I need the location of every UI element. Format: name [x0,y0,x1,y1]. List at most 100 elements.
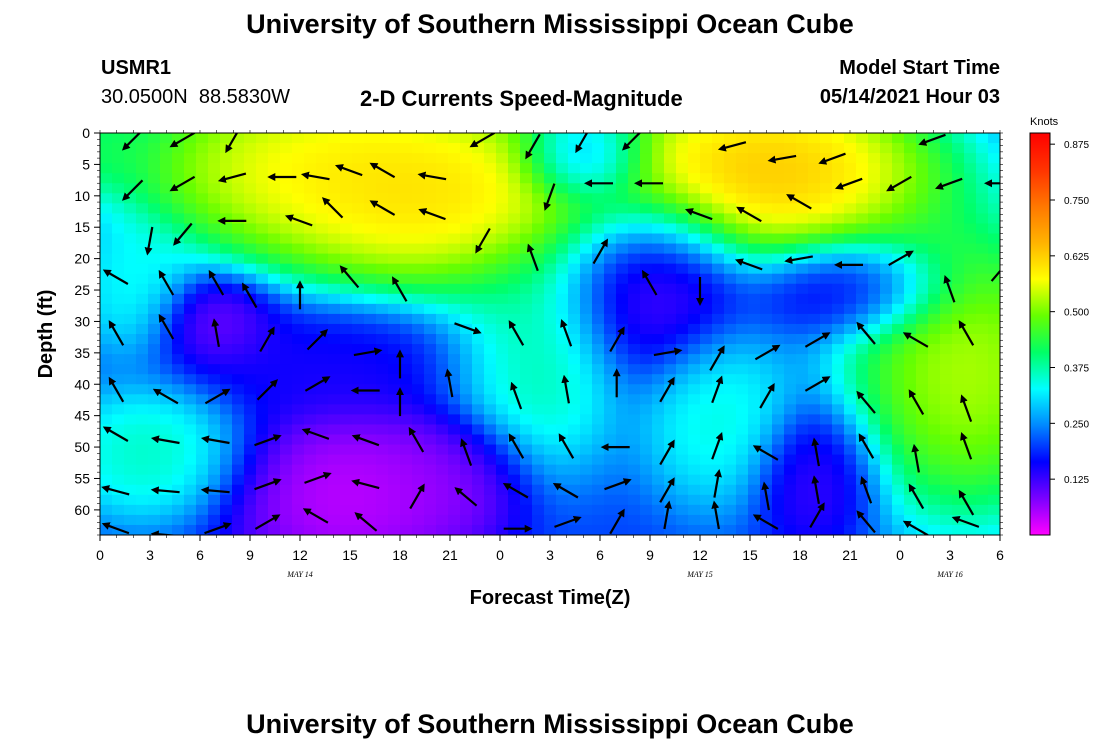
heatmap-cell [232,273,245,285]
heatmap-cell [580,273,593,285]
heatmap-cell [136,183,149,194]
heatmap-cell [616,213,629,225]
heatmap-cell [220,243,233,255]
heatmap-cell [424,163,437,174]
heatmap-cell [580,153,593,164]
heatmap-cell [292,303,305,315]
current-vector [526,243,539,272]
heatmap-cell [748,484,761,496]
heatmap-cell [388,283,401,295]
heatmap-cell [532,243,545,255]
heatmap-cell [544,454,557,466]
heatmap-cell [760,213,773,225]
heatmap-cell [496,153,509,164]
heatmap-cell [136,444,149,456]
heatmap-cell [964,394,977,405]
heatmap-cell [328,454,341,466]
heatmap-cell [388,253,401,265]
heatmap-cell [352,444,365,456]
current-vector [241,282,258,309]
heatmap-cell [940,344,953,355]
heatmap-cell [340,444,353,456]
heatmap-cell [424,414,437,426]
heatmap-cell [508,163,521,174]
heatmap-cell [340,273,353,285]
heatmap-cell [388,193,401,204]
heatmap-cell [940,233,953,245]
heatmap-cell [388,524,401,535]
heatmap-cell [436,364,449,375]
heatmap-cell [760,384,773,395]
heatmap-cell [796,374,809,385]
heatmap-cell [592,404,605,415]
current-vector [334,164,363,177]
heatmap-cell [484,223,497,235]
heatmap-cell [568,143,581,154]
heatmap-cell [940,374,953,385]
heatmap-cell [832,153,845,164]
heatmap-cell [208,404,221,415]
heatmap-cell [604,484,617,496]
heatmap-cell [796,213,809,225]
heatmap-cell [892,153,905,164]
heatmap-cell [544,434,557,446]
heatmap-cell [952,424,965,436]
heatmap-cell [268,273,281,285]
heatmap-cell [652,203,665,214]
heatmap-cell [604,384,617,395]
heatmap-cell [820,344,833,355]
heatmap-cell [796,354,809,365]
heatmap-cell [916,203,929,214]
heatmap-cell [844,394,857,405]
heatmap-cell [244,133,257,144]
heatmap-cell [100,303,113,315]
heatmap-cell [124,444,137,456]
heatmap-cell [892,404,905,415]
heatmap-cell [196,243,209,255]
heatmap-cell [640,233,653,245]
heatmap-cell [316,364,329,375]
heatmap-cell [292,243,305,255]
heatmap-cell [748,173,761,184]
heatmap-cell [820,514,833,526]
heatmap-cell [316,143,329,154]
heatmap-cell [592,223,605,235]
heatmap-cell [616,263,629,275]
heatmap-cell [256,504,269,516]
heatmap-cell [568,384,581,395]
footer-title: University of Southern Mississippi Ocean… [246,709,854,739]
heatmap-cell [712,183,725,194]
heatmap-cell [136,143,149,154]
heatmap-cell [376,273,389,285]
heatmap-cell [832,494,845,506]
heatmap-cell [664,384,677,395]
heatmap-cell [436,143,449,154]
heatmap-cell [352,524,365,535]
heatmap-cell [712,494,725,506]
heatmap-cell [532,303,545,315]
heatmap-cell [748,253,761,265]
heatmap-cell [256,364,269,375]
heatmap-cell [820,464,833,476]
heatmap-cell [964,133,977,144]
heatmap-cell [676,263,689,275]
heatmap-cell [112,354,125,365]
heatmap-cell [100,434,113,446]
y-tick-label: 25 [74,282,90,298]
heatmap-cell [472,193,485,204]
heatmap-cell [136,384,149,395]
heatmap-cell [928,444,941,456]
heatmap-cell [232,203,245,214]
heatmap-cell [712,354,725,365]
heatmap-cell [340,283,353,295]
heatmap-cell [508,173,521,184]
heatmap-cell [688,163,701,174]
heatmap-cell [520,494,533,506]
heatmap-cell [652,444,665,456]
heatmap-cell [196,253,209,265]
heatmap-cell [580,173,593,184]
heatmap-cell [700,474,713,486]
heatmap-cell [172,323,185,335]
heatmap-cell [100,374,113,385]
heatmap-cell [808,364,821,375]
